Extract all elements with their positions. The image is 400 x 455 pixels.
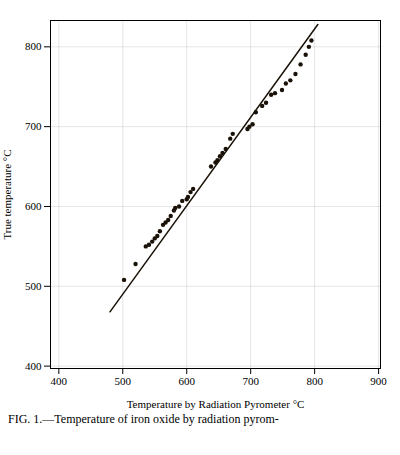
svg-text:800: 800 — [25, 40, 42, 52]
svg-text:500: 500 — [25, 280, 42, 292]
svg-text:True temperature °C: True temperature °C — [1, 149, 13, 239]
svg-text:500: 500 — [115, 375, 132, 387]
svg-text:Temperature by Radiation Pyrom: Temperature by Radiation Pyrometer °C — [127, 398, 305, 410]
svg-text:600: 600 — [178, 375, 195, 387]
svg-text:600: 600 — [25, 200, 42, 212]
html-text:FIG. 1.—Temperature of iron ox: FIG. 1.—Temperature of iron oxide by rad… — [8, 412, 279, 426]
svg-text:900: 900 — [370, 375, 387, 387]
svg-text:400: 400 — [51, 375, 68, 387]
svg-text:700: 700 — [25, 120, 42, 132]
svg-text:700: 700 — [242, 375, 259, 387]
svg-text:400: 400 — [25, 360, 42, 372]
svg-text:800: 800 — [306, 375, 323, 387]
